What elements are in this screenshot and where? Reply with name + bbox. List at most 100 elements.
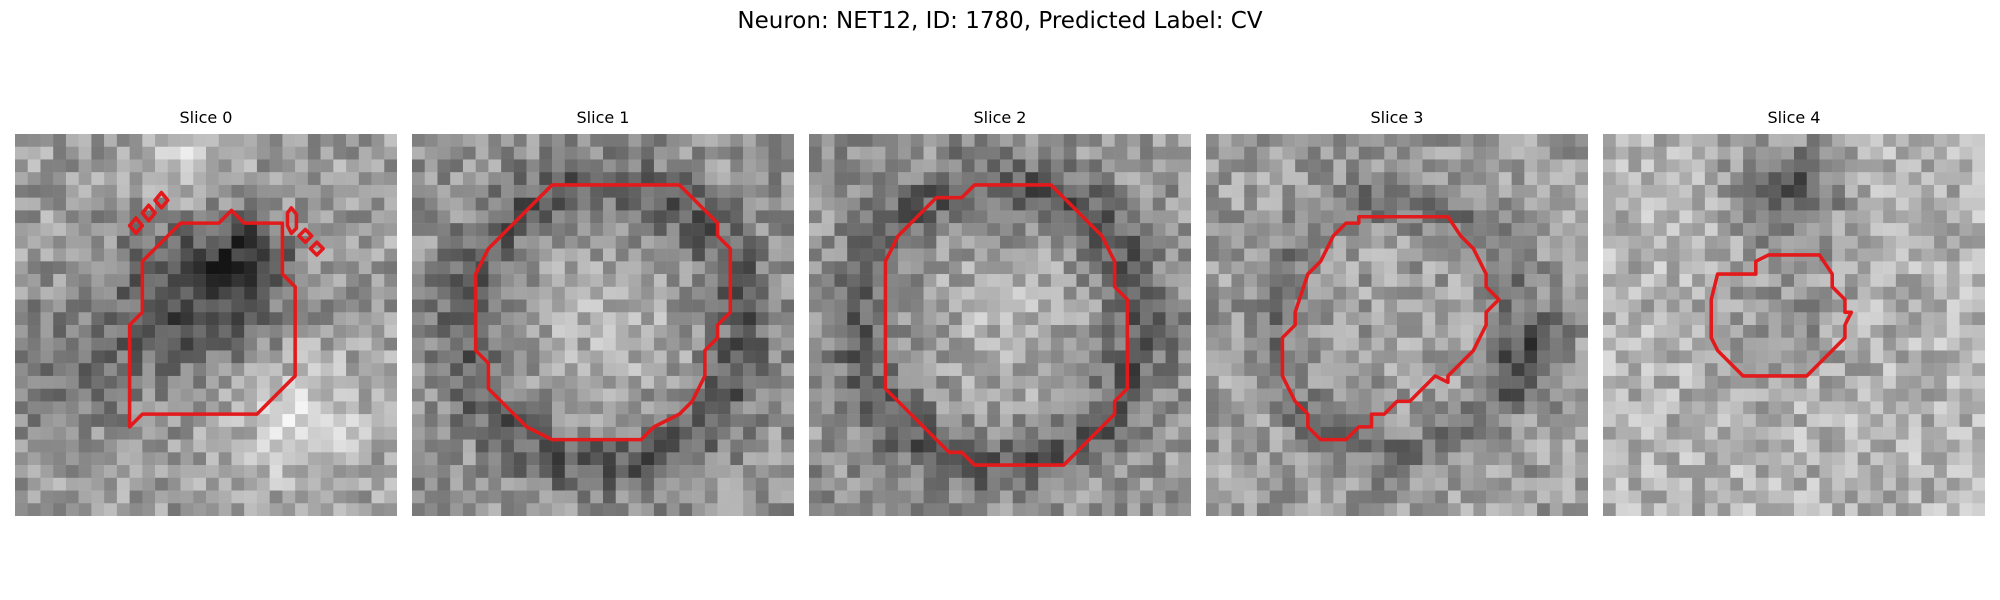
pixel [1781,184,1795,198]
pixel [346,235,360,249]
pixel [1615,172,1629,186]
pixel [847,184,861,198]
pixel [1038,248,1052,262]
pixel [1269,184,1283,198]
pixel [104,235,118,249]
pixel [1679,159,1693,173]
pixel [1127,490,1141,504]
pixel [1000,401,1013,415]
pixel [1730,248,1744,262]
pixel [256,490,270,504]
pixel [1038,235,1052,249]
pixel [1946,184,1960,198]
pixel [1934,184,1948,198]
pixel [256,439,270,453]
pixel [1895,274,1909,288]
pixel [603,325,616,338]
pixel [1692,286,1706,300]
pixel [333,414,347,428]
pixel [781,159,794,173]
pixel [768,210,782,224]
pixel [129,261,143,275]
pixel [730,426,744,440]
pixel [1152,350,1166,364]
pixel [1244,363,1258,377]
pixel [821,503,835,516]
pixel [898,439,912,453]
pixel [1486,172,1500,186]
pixel [1895,414,1909,428]
pixel [513,426,527,440]
pixel [1244,426,1258,440]
pixel [282,312,296,326]
pixel [218,363,232,377]
pixel [1844,375,1858,389]
pixel [847,235,861,249]
pixel [768,299,782,313]
pixel [180,223,194,237]
pixel [27,350,41,364]
pixel [1857,274,1871,288]
pixel [1679,325,1693,338]
pixel [1908,401,1922,415]
pixel [1460,388,1474,402]
pixel [526,286,540,300]
pixel [218,134,232,147]
pixel [1178,388,1191,402]
pixel [371,452,385,466]
pixel [1384,274,1398,288]
pixel [539,363,553,377]
pixel [231,299,245,313]
pixel [1832,172,1846,186]
pixel [1511,248,1525,262]
pixel [1704,363,1718,377]
pixel [1819,274,1833,288]
pixel [269,210,283,224]
pixel [961,197,975,211]
pixel [974,375,988,389]
pixel [91,223,105,237]
pixel [1794,375,1807,389]
pixel [1409,235,1423,249]
pixel [603,375,616,389]
pixel [1256,465,1270,479]
pixel [1244,337,1258,351]
pixel [155,159,169,173]
slice-panel-4: Slice 4 [1603,108,1985,518]
pixel [1025,465,1039,479]
pixel [475,134,489,147]
pixel [1755,426,1769,440]
pixel [821,490,835,504]
pixel [40,172,54,186]
pixel [78,223,92,237]
pixel [847,401,861,415]
pixel [462,388,476,402]
pixel [1409,134,1423,147]
pixel [666,503,680,516]
pixel [91,210,105,224]
pixel [513,184,527,198]
pixel [526,363,540,377]
pixel [1371,452,1385,466]
pixel [1628,337,1642,351]
pixel [666,477,680,491]
pixel [809,325,822,338]
pixel [1908,363,1922,377]
pixel [1895,375,1909,389]
pixel [1244,477,1258,491]
pixel [1883,184,1897,198]
pixel [1844,159,1858,173]
slice-image-1 [412,134,794,516]
pixel [1679,503,1693,516]
pixel [1819,286,1833,300]
pixel [180,261,194,275]
pixel [526,274,540,288]
pixel [755,375,769,389]
pixel [1063,439,1077,453]
pixel [142,146,156,160]
pixel [898,350,912,364]
pixel [898,146,912,160]
pixel [704,261,718,275]
pixel [1511,261,1525,275]
pixel [1603,477,1616,491]
